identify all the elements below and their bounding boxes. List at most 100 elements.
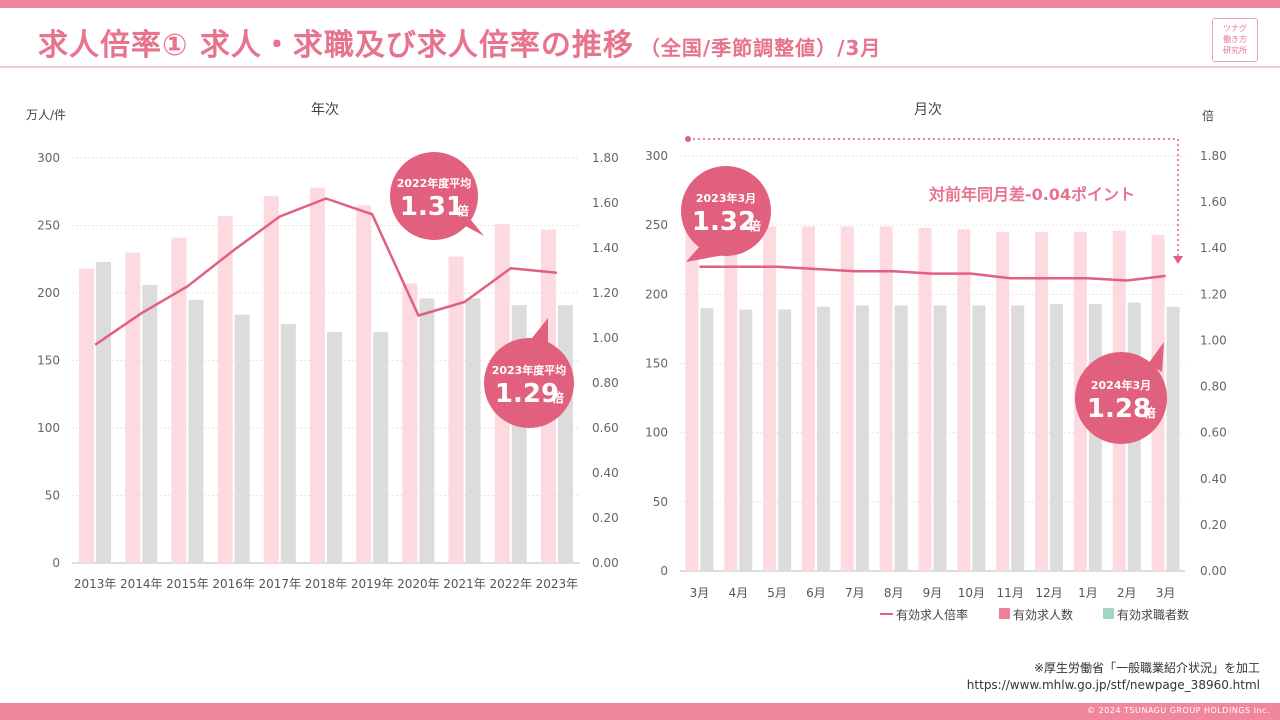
- callout-value: 1.28: [1087, 394, 1151, 424]
- chart-2-xtick: 12月: [1035, 586, 1062, 600]
- bar-seekers: [373, 332, 389, 563]
- chart-2-ytick-right: 1.00: [1200, 333, 1227, 347]
- top-accent-bar: [0, 0, 1280, 8]
- bar-offers: [79, 268, 95, 563]
- chart-2-xtick: 11月: [997, 586, 1024, 600]
- chart-2-xtick: 7月: [845, 586, 865, 600]
- bar-seekers: [188, 299, 204, 563]
- chart-2-xtick: 3月: [1156, 586, 1176, 600]
- chart-1-ytick-right: 1.20: [592, 286, 619, 300]
- bottom-accent-bar: [0, 703, 1280, 720]
- legend-ratio-label: 有効求人倍率: [896, 607, 968, 622]
- chart-1-ytick-right: 1.80: [592, 151, 619, 165]
- chart-2-xtick: 2月: [1117, 586, 1137, 600]
- bar-offers: [356, 205, 372, 563]
- chart-2-xtick: 4月: [728, 586, 748, 600]
- chart-2-ytick-right: 1.80: [1200, 149, 1227, 163]
- bar-seekers: [1166, 306, 1180, 571]
- brand-logo: ツナグ 働き方 研究所: [1212, 18, 1258, 62]
- source-note: ※厚生労働省「一般職業紹介状況」を加工 https://www.mhlw.go.…: [967, 660, 1260, 694]
- bracket-arrow-icon: [1173, 256, 1183, 264]
- chart-1-ytick-left: 150: [37, 354, 60, 368]
- callout-label: 2024年3月: [1091, 378, 1151, 392]
- chart-1-ytick-left: 0: [52, 556, 60, 570]
- bar-seekers: [816, 306, 830, 571]
- chart-2-ytick-right: 0.00: [1200, 564, 1227, 578]
- bar-offers: [996, 232, 1010, 572]
- chart-1-xtick: 2014年: [120, 577, 163, 591]
- title-main: 求人倍率① 求人・求職及び求人倍率の推移: [38, 28, 634, 63]
- chart-1-ytick-left: 200: [37, 286, 60, 300]
- callout-unit: 倍: [749, 218, 761, 233]
- bar-offers: [957, 229, 971, 572]
- callout-label: 2023年3月: [696, 191, 756, 205]
- bar-offers: [263, 195, 279, 564]
- bar-offers: [879, 226, 893, 572]
- chart-1-ytick-right: 1.60: [592, 196, 619, 210]
- bar-seekers: [972, 305, 986, 571]
- chart-1-ytick-right: 0.80: [592, 376, 619, 390]
- chart-2-xtick: 1月: [1078, 586, 1098, 600]
- callout-value: 1.31: [400, 192, 464, 222]
- chart-1-ytick-left: 100: [37, 421, 60, 435]
- chart-2-axis-unit: 倍: [1202, 108, 1214, 123]
- chart-2-ytick-left: 200: [645, 287, 668, 301]
- chart-2-ytick-left: 0: [660, 564, 668, 578]
- logo-line-1: ツナグ: [1223, 24, 1247, 33]
- bar-offers: [1035, 232, 1049, 572]
- bar-offers: [125, 252, 141, 563]
- chart-2-ytick-right: 1.60: [1200, 195, 1227, 209]
- callout-bubble: [484, 338, 574, 428]
- chart-1-ytick-right: 0.60: [592, 421, 619, 435]
- chart-2-xtick: 10月: [958, 586, 985, 600]
- callout-unit: 倍: [552, 390, 564, 405]
- callout-label: 2022年度平均: [397, 176, 472, 190]
- chart-2-xtick: 6月: [806, 586, 826, 600]
- callout-value: 1.29: [495, 379, 559, 409]
- callout-value: 1.32: [692, 207, 756, 237]
- chart-1-ytick-left: 50: [45, 489, 60, 503]
- chart-2-ytick-left: 150: [645, 357, 668, 371]
- chart-2-ytick-right: 0.60: [1200, 426, 1227, 440]
- bar-seekers: [778, 309, 792, 571]
- chart-2-xtick: 8月: [884, 586, 904, 600]
- chart-1-xtick: 2022年: [489, 577, 532, 591]
- chart-2-ytick-left: 50: [653, 495, 668, 509]
- bar-offers: [801, 226, 815, 572]
- source-url[interactable]: https://www.mhlw.go.jp/stf/newpage_38960…: [966, 678, 1260, 692]
- legend-seekers-swatch: [1103, 608, 1114, 619]
- chart-1-xtick: 2017年: [259, 577, 302, 591]
- chart-1-xtick: 2013年: [74, 577, 117, 591]
- chart-2-xtick: 3月: [690, 586, 710, 600]
- chart-1-ytick-right: 0.20: [592, 511, 619, 525]
- bar-seekers: [894, 305, 908, 571]
- chart-1-xtick: 2021年: [443, 577, 486, 591]
- chart-1-xtick: 2015年: [166, 577, 209, 591]
- bar-offers: [763, 226, 777, 572]
- chart-2-ytick-left: 250: [645, 218, 668, 232]
- chart-1-ytick-left: 300: [37, 151, 60, 165]
- bar-offers: [448, 256, 464, 563]
- bar-seekers: [465, 298, 481, 563]
- chart-2-xtick: 5月: [767, 586, 787, 600]
- legend-seekers-label: 有効求職者数: [1117, 607, 1189, 622]
- chart-1-xtick: 2020年: [397, 577, 440, 591]
- callout-bubble: [390, 152, 478, 240]
- bar-seekers: [933, 305, 947, 571]
- chart-2-ytick-right: 1.20: [1200, 287, 1227, 301]
- ratio-line: [94, 197, 558, 346]
- chart-2-ytick-left: 300: [645, 149, 668, 163]
- callout-unit: 倍: [457, 203, 469, 218]
- bar-seekers: [280, 324, 296, 563]
- bar-offers: [171, 237, 187, 563]
- title-sub: （全国/季節調整値）/3月: [639, 36, 882, 60]
- chart-1-xtick: 2018年: [305, 577, 348, 591]
- chart-1-axis-unit: 万人/件: [26, 108, 66, 122]
- bar-seekers: [327, 332, 342, 563]
- bar-seekers: [557, 305, 573, 563]
- chart-1-ytick-left: 250: [37, 219, 60, 233]
- logo-line-3: 研究所: [1223, 46, 1247, 55]
- chart-2-ytick-right: 0.80: [1200, 380, 1227, 394]
- bar-offers: [217, 216, 233, 564]
- bar-seekers: [1050, 304, 1064, 571]
